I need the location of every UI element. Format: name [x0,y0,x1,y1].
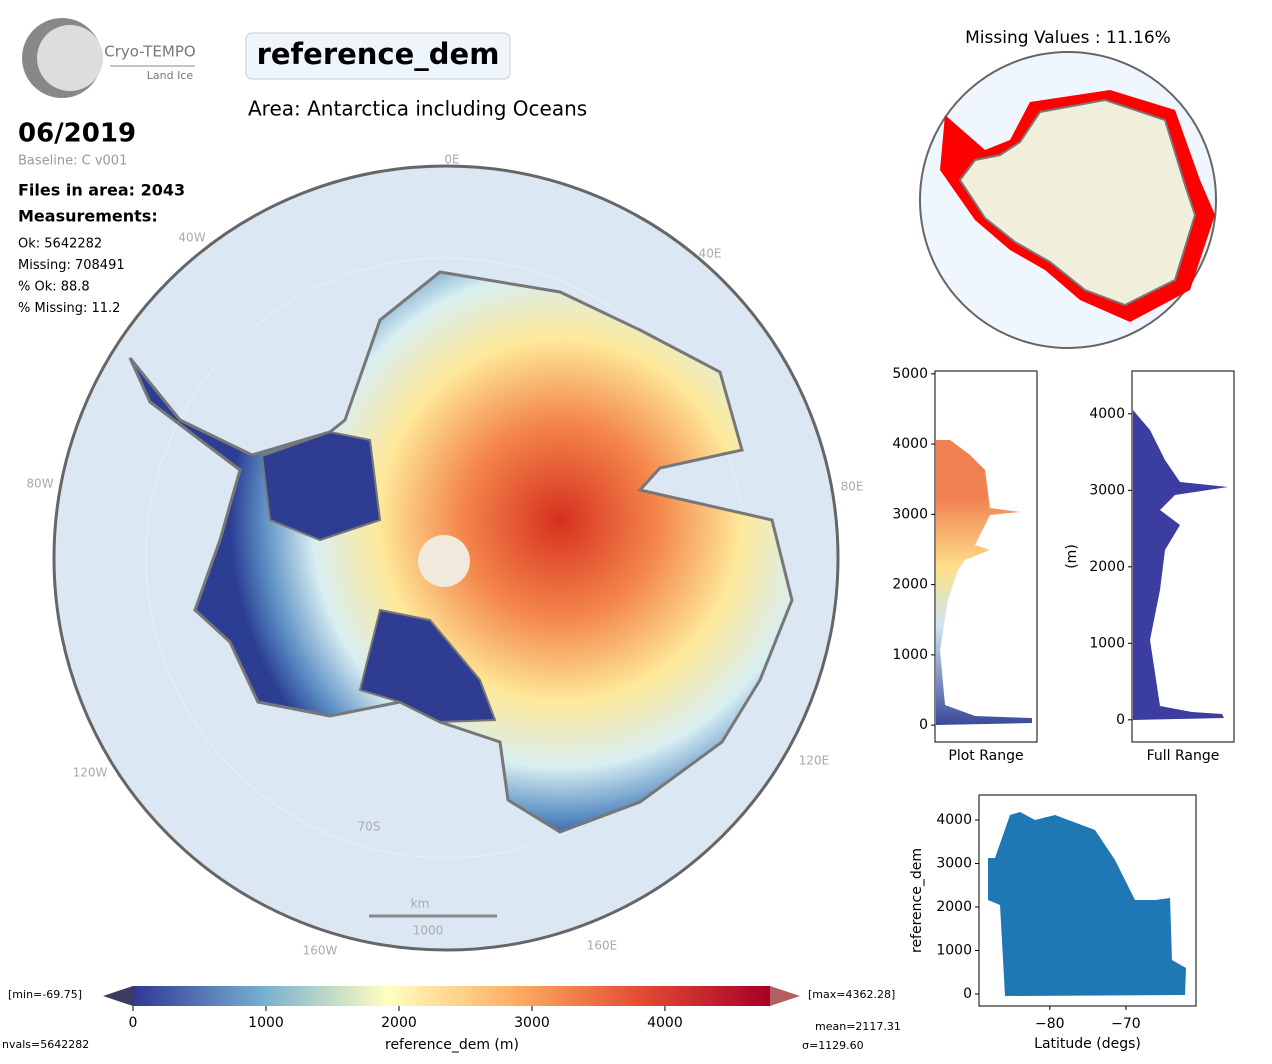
y-axis-label: reference_dem [909,848,925,953]
cb-mean: mean=2117.31 [815,1020,901,1033]
map-label: 80W [26,477,53,491]
logo-title: Cryo-TEMPO [104,43,195,61]
plot-range-hist [936,440,1032,725]
stat: % Missing: 11.2 [18,301,120,316]
cb-tick-label: 2000 [381,1015,417,1031]
full-range-hist [1133,410,1228,720]
map-label: 0E [444,153,459,167]
map-label: 70S [358,820,381,834]
y-tick-label: 3000 [892,506,928,522]
parameter-title: reference_dem [257,37,500,71]
x-axis-label: Latitude (degs) [1034,1036,1141,1052]
title-box [245,32,511,80]
y-tick-label: 5000 [892,366,928,382]
stat: Ok: 5642282 [18,237,102,252]
y-tick-label: 1000 [892,647,928,663]
map-label: 40W [178,231,205,245]
y-tick-label: 2000 [892,577,928,593]
y-axis-label: (m) [1064,544,1080,569]
logo-subtitle: Land Ice [147,69,194,82]
y-tick-label: 1000 [936,942,972,958]
map-label: 160E [587,939,618,953]
y-tick-label: 4000 [1089,406,1125,422]
y-tick-label: 0 [963,986,972,1002]
x-tick-label: −70 [1111,1016,1141,1032]
map-label: 120E [799,754,830,768]
cb-sigma: σ=1129.60 [802,1039,864,1052]
y-tick-label: 3000 [1089,482,1125,498]
x-axis-label: Plot Range [948,748,1023,764]
plot-frame [1131,370,1235,743]
y-tick-label: 3000 [936,856,972,872]
scale-unit: km [411,897,430,911]
y-tick-label: 0 [1116,712,1125,728]
main-map: km 1000 [52,164,840,952]
cb-tick-label: 3000 [514,1015,550,1031]
cb-label: reference_dem (m) [385,1037,519,1053]
colorbar: [min=-69.75] [max=4362.28] mean=2117.31 … [2,986,901,1053]
map-label: 80E [841,480,864,494]
area: Area: Antarctica including Oceans [248,97,587,121]
cb-tick-label: 0 [129,1015,138,1031]
plot-frame [934,370,1038,743]
measurements-title: Measurements: [18,207,158,226]
stat: % Ok: 88.8 [18,280,90,295]
y-tick-label: 1000 [1089,635,1125,651]
cb-min: [min=-69.75] [8,988,82,1001]
date: 06/2019 [18,119,136,149]
x-axis-label: Full Range [1147,748,1220,764]
y-tick-label: 2000 [936,899,972,915]
scatter-points [988,812,1186,996]
map-label: 40E [699,247,722,261]
map-label: 120W [73,766,108,780]
y-tick-label: 0 [919,717,928,733]
plot-frame [978,794,1197,1007]
y-tick-label: 4000 [936,812,972,828]
missing-title: Missing Values : 11.16% [965,28,1171,48]
logo: Cryo-TEMPO Land Ice [22,18,196,98]
map-label: 160W [303,944,338,958]
cb-nvals: nvals=5642282 [2,1038,89,1051]
cb-tick-label: 1000 [248,1015,284,1031]
x-tick-label: −80 [1035,1016,1065,1032]
y-tick-label: 4000 [892,436,928,452]
missing-map [919,51,1217,349]
scale-length: 1000 [413,924,444,938]
cb-max: [max=4362.28] [808,988,895,1001]
stat: Missing: 708491 [18,258,125,273]
cb-tick-label: 4000 [647,1015,683,1031]
baseline: Baseline: C v001 [18,154,127,169]
y-tick-label: 2000 [1089,559,1125,575]
files: Files in area: 2043 [18,181,185,200]
